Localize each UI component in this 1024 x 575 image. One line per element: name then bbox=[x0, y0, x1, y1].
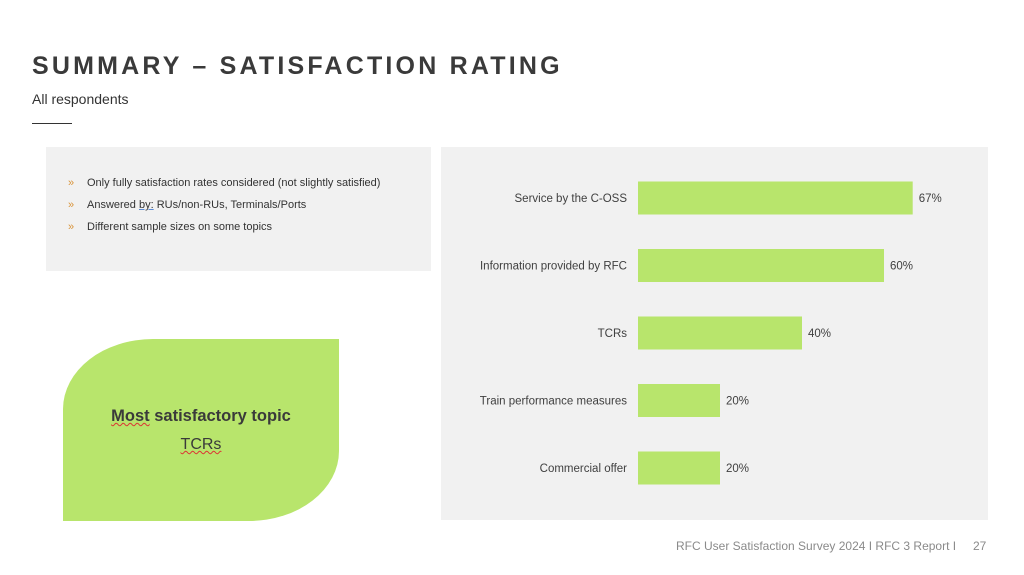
bullet-icon: » bbox=[68, 221, 75, 233]
category-label: Commercial offer bbox=[540, 463, 628, 475]
value-label: 60% bbox=[890, 261, 913, 273]
category-label: Information provided by RFC bbox=[480, 261, 627, 273]
page-title: SUMMARY – SATISFACTION RATING bbox=[32, 52, 563, 80]
text-part: TCRs bbox=[180, 436, 222, 453]
category-label: TCRs bbox=[598, 328, 628, 340]
page-number: 27 bbox=[973, 539, 987, 553]
list-item: » Answered by: RUs/non-RUs, Terminals/Por… bbox=[68, 199, 431, 211]
text-part: by: bbox=[138, 199, 154, 211]
highlight-shape: Most satisfactory topic TCRs bbox=[63, 339, 339, 521]
item-text: Only fully satisfaction rates considered… bbox=[87, 177, 381, 189]
bar bbox=[638, 181, 913, 215]
highlight-value: TCRs bbox=[63, 436, 339, 454]
bar-chart: Service by the C-OSS 67% Information provi… bbox=[480, 181, 942, 485]
item-text: Answered by: RUs/non-RUs, Terminals/Port… bbox=[87, 199, 306, 211]
text-part: Answered bbox=[87, 199, 139, 211]
item-text: Different sample sizes on some topics bbox=[87, 221, 273, 233]
bar bbox=[638, 451, 720, 485]
bar bbox=[638, 384, 720, 417]
category-label: Train performance measures bbox=[480, 396, 627, 408]
chart-panel: Service by the C-OSS 67% Information provi… bbox=[441, 147, 988, 520]
bullet-icon: » bbox=[68, 177, 75, 189]
footer-text: RFC User Satisfaction Survey 2024 I RFC … bbox=[676, 539, 957, 553]
bullet-icon: » bbox=[68, 199, 75, 211]
text-part: satisfactory topic bbox=[149, 407, 291, 425]
text-part: Most bbox=[111, 407, 150, 425]
page-subtitle: All respondents bbox=[32, 91, 129, 107]
value-label: 40% bbox=[808, 328, 831, 340]
info-box: » Only fully satisfaction rates considere… bbox=[46, 147, 431, 271]
text-part: RUs/non-RUs, Terminals/Ports bbox=[153, 199, 307, 211]
list-item: » Different sample sizes on some topics bbox=[68, 221, 431, 233]
category-label: Service by the C-OSS bbox=[515, 193, 628, 205]
bar bbox=[638, 316, 802, 350]
bar bbox=[638, 249, 884, 282]
highlight-title: Most satisfactory topic bbox=[63, 407, 339, 426]
list-item: » Only fully satisfaction rates considere… bbox=[68, 177, 431, 189]
value-label: 67% bbox=[919, 193, 942, 205]
value-label: 20% bbox=[726, 396, 749, 408]
divider bbox=[32, 123, 72, 124]
value-label: 20% bbox=[726, 463, 749, 475]
